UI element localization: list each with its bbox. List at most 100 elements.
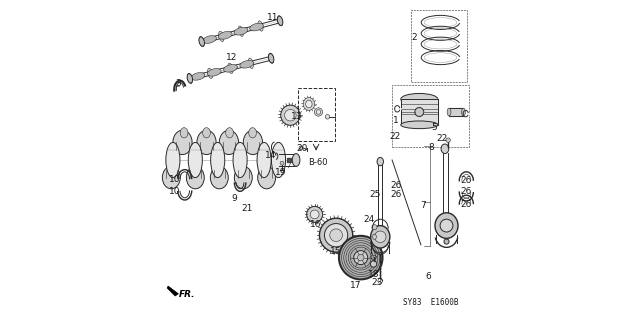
Ellipse shape [257, 142, 271, 178]
Ellipse shape [281, 105, 300, 125]
Ellipse shape [447, 108, 451, 116]
Text: 10: 10 [169, 175, 181, 184]
Ellipse shape [292, 154, 300, 166]
Ellipse shape [271, 142, 285, 178]
Ellipse shape [314, 108, 323, 116]
Ellipse shape [234, 27, 248, 35]
Ellipse shape [248, 58, 254, 68]
Ellipse shape [441, 144, 448, 154]
Text: 3: 3 [175, 79, 180, 88]
Text: 21: 21 [242, 204, 253, 212]
Ellipse shape [371, 226, 390, 248]
Ellipse shape [306, 100, 312, 108]
Text: 23: 23 [371, 278, 382, 287]
Text: 15: 15 [330, 247, 341, 256]
Ellipse shape [373, 234, 376, 239]
Text: 26: 26 [461, 200, 472, 209]
Ellipse shape [370, 261, 376, 267]
Text: 17: 17 [350, 281, 361, 290]
Ellipse shape [324, 224, 348, 247]
Ellipse shape [375, 231, 386, 243]
Ellipse shape [234, 166, 252, 189]
Ellipse shape [285, 109, 296, 121]
Ellipse shape [357, 254, 364, 261]
Text: 19: 19 [275, 168, 287, 177]
Text: 26: 26 [390, 190, 401, 199]
Ellipse shape [250, 23, 264, 31]
Ellipse shape [306, 206, 323, 222]
Ellipse shape [446, 138, 450, 142]
Bar [401, 99, 438, 125]
Ellipse shape [173, 130, 192, 155]
Ellipse shape [238, 26, 243, 36]
Text: 26: 26 [390, 181, 401, 190]
Ellipse shape [462, 108, 466, 116]
Ellipse shape [162, 166, 180, 189]
Text: 13: 13 [291, 112, 303, 121]
Text: FR.: FR. [179, 290, 196, 299]
Bar [412, 10, 468, 82]
Text: 22: 22 [390, 132, 401, 141]
Ellipse shape [197, 130, 216, 155]
Ellipse shape [199, 37, 204, 46]
Ellipse shape [225, 128, 233, 138]
Ellipse shape [316, 110, 321, 114]
Ellipse shape [187, 166, 204, 189]
Text: 16: 16 [310, 220, 321, 229]
Ellipse shape [219, 130, 238, 155]
Text: 5: 5 [431, 123, 437, 132]
Ellipse shape [354, 251, 368, 265]
Text: 11: 11 [268, 13, 279, 22]
Ellipse shape [258, 166, 276, 189]
Ellipse shape [277, 16, 283, 26]
Ellipse shape [240, 60, 254, 68]
Ellipse shape [224, 65, 238, 72]
Ellipse shape [218, 31, 232, 39]
Ellipse shape [303, 98, 315, 110]
Ellipse shape [326, 115, 330, 119]
Ellipse shape [210, 166, 228, 189]
Text: 12: 12 [225, 53, 237, 62]
Ellipse shape [278, 16, 283, 26]
Ellipse shape [435, 213, 458, 238]
Ellipse shape [191, 73, 205, 80]
Text: 7: 7 [420, 201, 426, 210]
Ellipse shape [401, 93, 438, 105]
Ellipse shape [166, 142, 180, 178]
Ellipse shape [310, 210, 319, 219]
Text: 2: 2 [411, 33, 417, 42]
Text: 22: 22 [437, 134, 448, 143]
Ellipse shape [180, 128, 188, 138]
Polygon shape [167, 286, 178, 296]
Text: 14: 14 [266, 151, 277, 160]
Bar [392, 85, 469, 147]
Text: 6: 6 [426, 272, 431, 281]
Text: B-60: B-60 [308, 158, 327, 167]
Ellipse shape [320, 218, 353, 252]
Ellipse shape [228, 63, 233, 74]
Text: 26: 26 [461, 176, 472, 185]
Ellipse shape [243, 130, 262, 155]
Ellipse shape [401, 121, 438, 129]
Ellipse shape [187, 73, 192, 84]
Ellipse shape [248, 128, 257, 138]
Ellipse shape [415, 108, 424, 116]
Ellipse shape [199, 36, 204, 47]
Ellipse shape [208, 68, 221, 76]
Ellipse shape [208, 68, 213, 78]
Ellipse shape [269, 53, 274, 63]
Ellipse shape [233, 142, 247, 178]
Ellipse shape [211, 142, 225, 178]
Ellipse shape [330, 229, 343, 242]
Bar [297, 88, 334, 141]
Bar [449, 108, 464, 116]
Text: 25: 25 [369, 190, 381, 199]
Ellipse shape [189, 142, 203, 178]
Ellipse shape [299, 146, 303, 150]
Ellipse shape [440, 219, 453, 232]
Text: 18: 18 [368, 270, 380, 279]
Ellipse shape [203, 128, 210, 138]
Ellipse shape [377, 157, 383, 166]
Text: 9: 9 [232, 194, 238, 203]
Text: 24: 24 [364, 215, 375, 224]
